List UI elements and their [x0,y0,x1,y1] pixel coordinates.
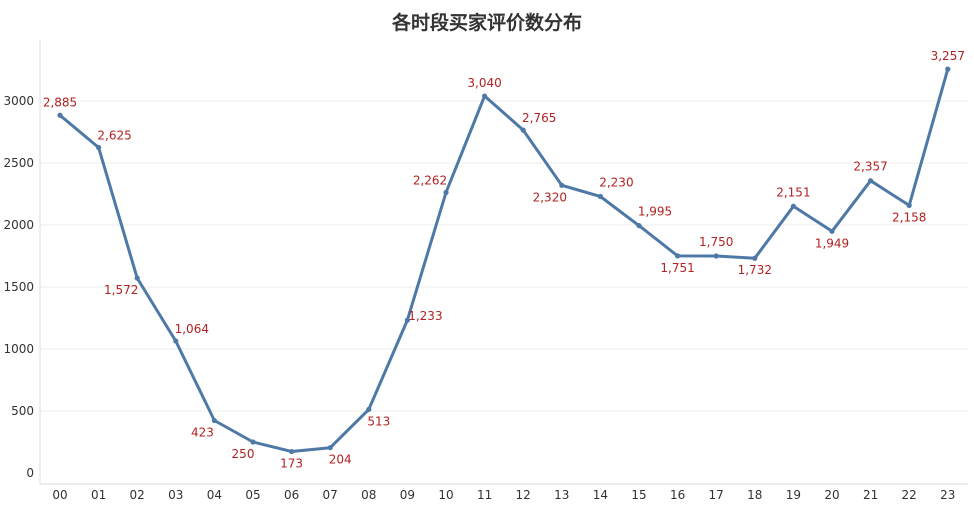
y-tick-label: 0 [26,466,34,480]
data-label: 2,357 [853,160,887,174]
data-point [134,275,140,281]
x-tick-label: 20 [824,488,839,502]
y-tick-label: 1000 [3,342,34,356]
data-label: 3,257 [931,49,965,63]
series-line [58,67,950,453]
data-label: 1,572 [104,283,138,297]
data-point [675,253,681,259]
data-point [173,338,179,344]
data-label: 2,885 [43,95,77,109]
data-point [906,202,912,209]
data-label: 2,262 [413,174,447,188]
data-point [250,439,256,445]
x-tick-label: 13 [554,488,569,502]
x-tick-label: 00 [52,488,67,502]
x-tick-label: 18 [747,488,762,502]
data-label: 2,158 [892,210,926,224]
y-tick-label: 1500 [3,280,34,294]
x-tick-label: 08 [361,488,376,502]
data-point [404,317,410,323]
data-label: 1,751 [660,261,694,275]
x-tick-label: 03 [168,488,183,502]
data-label: 1,064 [175,322,209,336]
y-axis: 0 500 1000 1500 2000 2500 3000 [3,40,41,484]
x-tick-label: 05 [245,488,260,502]
chart-title: 各时段买家评价数分布 [391,12,582,34]
y-tick-label: 2500 [3,156,34,170]
data-point [366,406,372,412]
x-tick-label: 06 [284,488,299,502]
data-label: 1,750 [699,235,733,249]
x-axis: 00 01 02 03 04 05 06 07 08 09 10 11 12 13 14 15 16 17 18 19… [40,483,968,502]
x-tick-label: 23 [940,488,955,502]
x-tick-label: 19 [786,488,801,502]
x-tick-label: 04 [207,488,222,502]
data-label: 2,765 [522,111,556,125]
data-point [597,193,604,200]
x-tick-label: 01 [91,488,106,502]
data-point [443,189,449,196]
data-point [520,127,526,133]
data-point [713,253,719,259]
data-label: 3,040 [467,76,501,90]
data-label: 1,732 [738,263,772,277]
data-point [57,112,63,118]
x-tick-label: 02 [130,488,145,502]
data-label: 423 [191,426,214,440]
x-tick-label: 10 [438,488,453,502]
data-points [57,66,951,455]
data-label: 1,995 [638,205,672,219]
data-point [790,203,797,209]
y-tick-label: 500 [11,404,34,418]
y-tick-label: 2000 [3,218,34,232]
x-tick-label: 21 [863,488,878,502]
series-line-layer [58,67,950,453]
data-point [211,417,217,424]
x-tick-label: 22 [902,488,917,502]
data-label: 1,233 [408,309,442,323]
x-tick-label: 14 [593,488,608,502]
y-tick-label: 3000 [3,94,34,108]
x-tick-label: 07 [323,488,338,502]
data-point [96,144,102,151]
data-label: 1,949 [815,236,849,250]
data-label: 2,151 [776,185,810,199]
data-label: 250 [232,447,255,461]
data-label: 173 [280,457,303,471]
data-labels: 2,885 2,625 1,572 1,064 423 250 173 204 513 1,233… [43,49,965,470]
data-point [945,66,951,72]
data-label: 513 [367,414,390,428]
data-point [868,178,874,184]
data-point [327,445,333,451]
data-point [636,223,642,229]
data-label: 2,625 [97,129,131,143]
x-tick-label: 15 [631,488,646,502]
x-tick-label: 16 [670,488,685,502]
data-label: 2,230 [599,175,633,189]
x-tick-label: 12 [516,488,531,502]
data-label: 204 [329,453,352,467]
data-point [752,255,758,261]
gridlines [40,100,968,412]
x-tick-label: 11 [477,488,492,502]
x-tick-label: 09 [400,488,415,502]
x-tick-label: 17 [709,488,724,502]
data-point [289,448,295,455]
data-point [482,93,488,99]
data-point [559,182,565,188]
data-label: 2,320 [533,190,567,204]
data-point [829,228,835,234]
